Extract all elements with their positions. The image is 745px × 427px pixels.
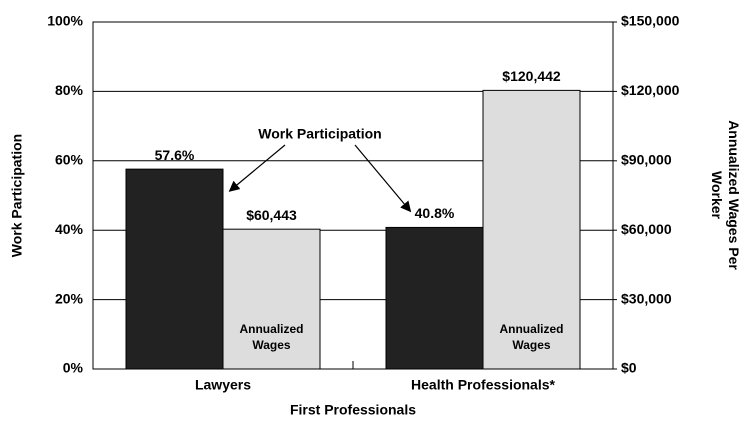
value-label: 40.8% <box>415 205 455 221</box>
y-tick-label: 20% <box>55 290 84 306</box>
y2-tick-label: $0 <box>621 360 637 376</box>
x-axis-title: First Professionals <box>290 402 416 418</box>
x-tick-label: Lawyers <box>195 377 251 393</box>
arrow <box>354 144 412 213</box>
value-label: $120,442 <box>502 68 561 84</box>
value-label: $60,443 <box>246 207 297 223</box>
y-tick-label: 60% <box>55 152 84 168</box>
y-axis-title: Work Participation <box>9 134 25 257</box>
bar <box>222 228 321 370</box>
y2-tick-label: $120,000 <box>621 82 680 98</box>
y-tick-label: 100% <box>47 13 83 29</box>
y2-tick-label: $90,000 <box>621 152 672 168</box>
y2-axis-title: Annualized Wages Per Worker <box>709 119 742 270</box>
y-tick-label: 80% <box>55 82 84 98</box>
bar <box>482 89 581 370</box>
bar-label: Annualized Wages <box>239 322 304 352</box>
bar <box>125 168 224 370</box>
x-tick-label: Health Professionals* <box>411 377 555 393</box>
y2-tick-label: $150,000 <box>621 13 680 29</box>
y-tick-label: 40% <box>55 221 84 237</box>
y-tick-label: 0% <box>63 360 84 376</box>
bar <box>385 226 484 370</box>
annotation: Work Participation <box>258 126 381 142</box>
value-label: 57.6% <box>155 147 195 163</box>
y2-tick-label: $30,000 <box>621 290 672 306</box>
bar-label: Annualized Wages <box>499 322 564 352</box>
y2-tick-label: $60,000 <box>621 221 672 237</box>
arrow <box>228 144 286 192</box>
